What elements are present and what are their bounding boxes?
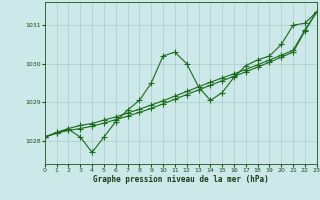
X-axis label: Graphe pression niveau de la mer (hPa): Graphe pression niveau de la mer (hPa) (93, 175, 269, 184)
